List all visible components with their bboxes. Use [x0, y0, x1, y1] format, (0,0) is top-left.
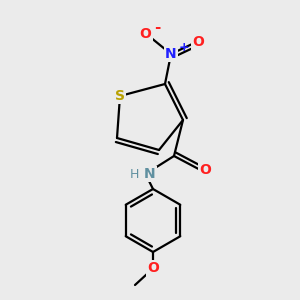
Text: N: N — [144, 167, 156, 181]
Text: -: - — [154, 20, 161, 35]
Text: H: H — [129, 167, 139, 181]
Text: O: O — [147, 262, 159, 275]
Text: +: + — [178, 41, 189, 54]
Text: N: N — [165, 47, 177, 61]
Text: O: O — [199, 163, 211, 176]
Text: O: O — [140, 28, 152, 41]
Text: O: O — [192, 35, 204, 49]
Text: S: S — [115, 89, 125, 103]
